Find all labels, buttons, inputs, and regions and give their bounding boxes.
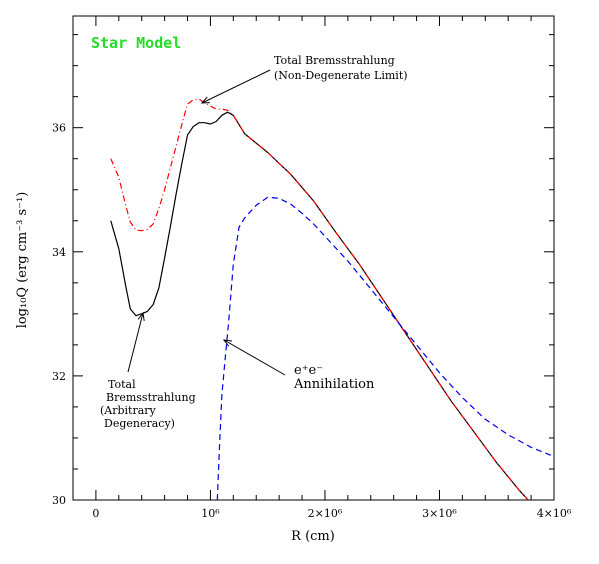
- series-pair-annihilation: [216, 196, 554, 500]
- annotations: Total Bremsstrahlung (Non-Degenerate Limi…: [100, 54, 408, 430]
- annotation-non-degenerate-arrowhead: [200, 96, 211, 104]
- annotation-arbitrary-degeneracy-line: Bremsstrahlung: [106, 391, 196, 404]
- annotation-non-degenerate-line: (Non-Degenerate Limit): [274, 69, 408, 82]
- series-bremsstrahlung-arbitrary-degeneracy: [110, 111, 530, 500]
- annotation-non-degenerate-arrow: [201, 69, 271, 104]
- y-axis-label: log₁₀Q (erg cm⁻³ s⁻¹): [15, 192, 30, 329]
- series-bremsstrahlung-non-degenerate: [110, 98, 530, 500]
- x-tick-label: 0: [92, 507, 99, 520]
- annotation-arbitrary-degeneracy-line: Total: [108, 378, 136, 391]
- axis-ticks: [72, 16, 555, 501]
- annotation-arbitrary-degeneracy-line: Degeneracy): [104, 417, 175, 430]
- annotation-annihilation: e⁺e⁻Annihilation: [222, 339, 375, 392]
- x-tick-label: 10⁶: [201, 507, 220, 520]
- annotation-arbitrary-degeneracy-line: (Arbitrary: [100, 404, 157, 417]
- annotation-annihilation-line: Annihilation: [293, 377, 375, 392]
- y-tick-label: 30: [52, 494, 66, 507]
- chart-title: Star Model: [91, 34, 181, 52]
- annotation-annihilation-arrow: [223, 339, 286, 376]
- series-layer: [110, 98, 554, 500]
- annotation-annihilation-arrowhead: [222, 339, 233, 347]
- x-tick-label: 4×10⁶: [537, 507, 572, 520]
- annotation-non-degenerate-line: Total Bremsstrahlung: [274, 54, 395, 67]
- y-tick-label: 36: [52, 122, 66, 135]
- plot-frame: [72, 15, 555, 501]
- annotation-arbitrary-degeneracy-arrow: [127, 312, 144, 373]
- plot-border: [72, 15, 555, 501]
- annotation-arbitrary-degeneracy-arrowhead: [137, 311, 145, 321]
- y-tick-label: 32: [52, 370, 66, 383]
- x-axis-label: R (cm): [291, 529, 335, 544]
- annotation-annihilation-line: e⁺e⁻: [294, 363, 323, 378]
- axis-tick-labels: 0 10⁶ 2×10⁶ 3×10⁶ 4×10⁶ 30 32 34 36: [52, 122, 572, 520]
- y-tick-label: 34: [52, 246, 66, 259]
- x-tick-label: 2×10⁶: [308, 507, 343, 520]
- x-tick-label: 3×10⁶: [422, 507, 457, 520]
- annotation-non-degenerate: Total Bremsstrahlung (Non-Degenerate Limi…: [200, 54, 408, 104]
